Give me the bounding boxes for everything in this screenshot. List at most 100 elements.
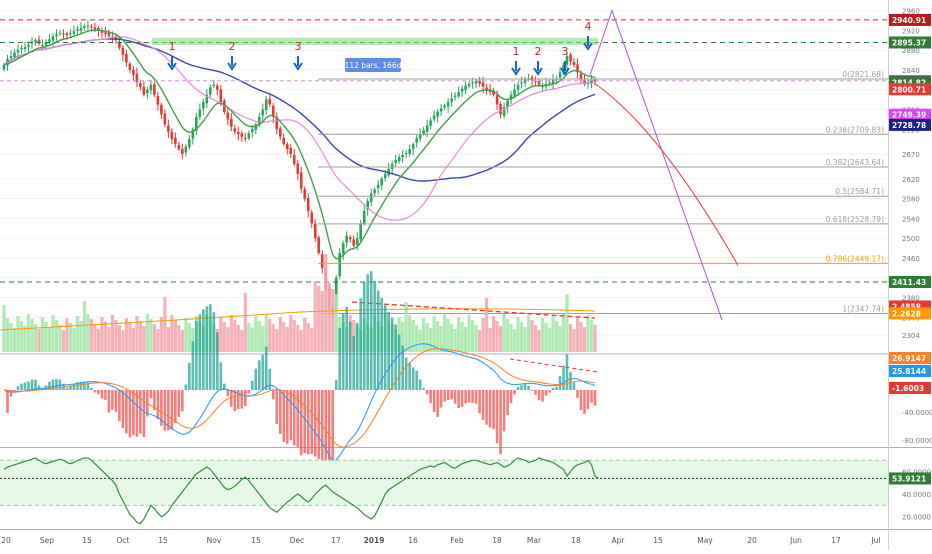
down-arrow-head [167,62,177,71]
macd-histogram-bar [72,383,76,390]
volume-bar [86,314,90,352]
volume-bar [554,321,559,352]
macd-histogram-bar [387,311,390,390]
volume-bar [163,297,167,352]
macd-histogram-bar [436,390,439,417]
x-tick-label: 17 [331,536,341,545]
macd-histogram-bar [576,390,579,398]
macd-histogram-bar [408,362,411,390]
volume-bar [156,329,160,352]
macd-histogram-bar [334,379,338,390]
volume-bar [523,327,527,352]
macd-histogram-bar [104,390,107,400]
volume-bar [261,326,265,352]
macd-histogram-bar [282,390,286,442]
volume-bar [436,321,440,352]
macd-histogram-bar [359,298,362,390]
x-tick-label: May [697,536,713,545]
price-tick-label: 2540 [902,215,920,223]
candle-body [240,133,244,137]
candle-body [285,144,289,150]
volume-bar [170,315,174,352]
price-tick-label: 2304 [902,332,920,340]
macd-histogram-bar [216,332,219,390]
macd-histogram-bar [37,385,41,390]
volume-bar [30,319,34,352]
macd-histogram-bar [446,390,450,400]
macd-histogram-bar [264,346,268,390]
candle-body [268,98,272,105]
candle-body [513,89,516,96]
volume-bar [229,315,233,352]
price-tick-label: 2460 [902,255,920,263]
x-tick-label: 16 [408,536,418,545]
volume-bar [79,321,83,352]
volume-bar [180,330,184,352]
volume-bar [33,324,38,352]
macd-histogram-bar [478,390,481,414]
volume-bar [425,323,429,352]
volume-bar [397,317,401,352]
candle-body [257,116,261,125]
macd-histogram-bar [27,381,30,390]
candle-body [243,137,247,139]
macd-histogram-bar [48,381,51,390]
macd-histogram-bar [565,354,569,390]
volume-bar [446,319,450,352]
macd-histogram-bar [90,387,93,390]
down-arrow-head [227,62,237,71]
macd-histogram-bar [530,390,534,391]
x-tick-label: Nov [207,536,222,545]
price-badge: 2411.43 [892,278,926,287]
down-arrow-head [583,42,593,51]
volume-bar [544,323,548,352]
wave-label: 1 [169,40,176,53]
macd-histogram-bar [9,390,13,397]
macd-histogram-bar [6,390,9,413]
macd-histogram-bar [558,376,562,390]
volume-bar [443,314,447,352]
macd-histogram-bar [118,390,121,422]
macd-histogram-bar [474,390,478,404]
rsi-band [0,460,888,506]
candle-body [492,90,495,95]
macd-histogram-bar [520,385,523,390]
macd-histogram-bar [425,390,429,395]
macd-histogram-bar [76,382,79,390]
macd-histogram-bar [362,282,366,390]
macd-histogram-bar [160,390,163,426]
candle-body [23,47,27,49]
macd-histogram-bar [125,390,128,434]
candle-body [432,115,436,120]
volume-bar [145,314,149,352]
candle-body [411,144,415,149]
candle-body [2,64,6,70]
macd-histogram-bar [404,357,408,390]
volume-bar [565,294,569,352]
candle-body [13,52,16,58]
macd-histogram-bar [380,297,383,390]
volume-bar [19,321,24,352]
fib-level-label: 0(2821.68) [842,70,884,79]
macd-histogram-bar [237,390,240,410]
macd-histogram-bar [513,390,516,395]
candle-body [205,94,209,104]
macd-histogram-bar [572,382,576,390]
macd-histogram-bar [415,370,418,390]
macd-histogram-bar [135,390,139,437]
candle-body [27,45,30,47]
volume-bar [509,324,513,352]
volume-bar [37,329,41,352]
macd-histogram-bar [261,354,265,390]
volume-bar [68,323,73,352]
volume-bar [460,322,464,352]
volume-bar [128,323,132,352]
volume-bar [331,289,335,352]
candle-body [565,56,569,65]
candle-body [163,113,167,125]
moving-average-blue [3,38,596,182]
candle-body [76,29,79,31]
volume-bar [317,286,321,352]
